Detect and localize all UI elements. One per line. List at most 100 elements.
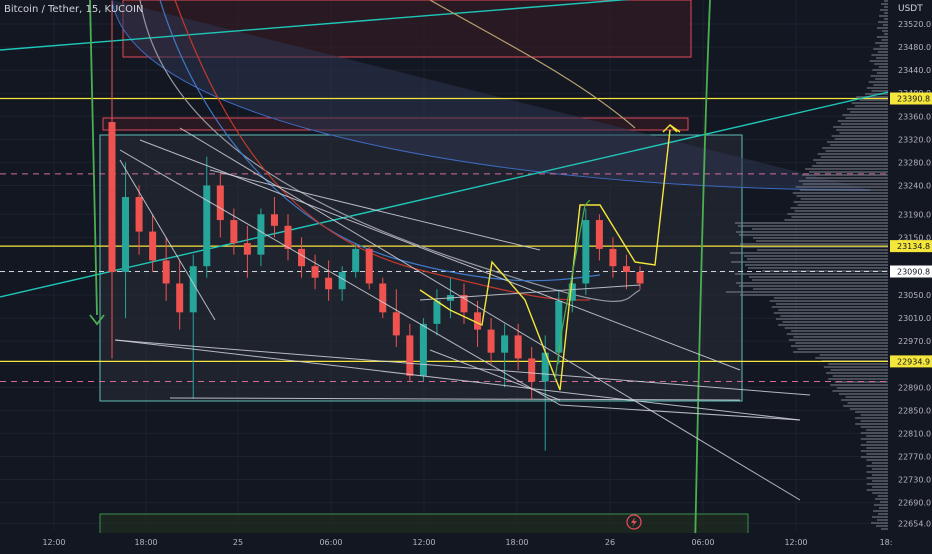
volume-bar	[847, 402, 888, 404]
drawn-trend-line[interactable]	[169, 397, 741, 401]
harmonic-pattern[interactable]	[419, 129, 671, 391]
volume-bar	[873, 510, 888, 512]
price-label-text: 23390.8	[897, 95, 930, 104]
candle-body	[257, 214, 265, 255]
volume-bar	[866, 477, 888, 479]
price-label-text: 23134.8	[897, 242, 930, 251]
volume-bar	[836, 387, 888, 389]
candle-body	[622, 266, 630, 272]
volume-bar	[870, 75, 888, 77]
drawn-trend-line[interactable]	[119, 159, 216, 321]
x-tick-label: 18:00	[134, 538, 157, 547]
volume-bar	[832, 375, 888, 377]
volume-bar	[871, 54, 888, 56]
drawn-trend-line[interactable]	[114, 339, 811, 396]
volume-bar	[868, 81, 888, 83]
volume-bar	[812, 165, 888, 167]
volume-bar	[866, 435, 888, 437]
target-arrow	[662, 124, 681, 133]
candle-body	[311, 266, 319, 278]
volume-bar	[851, 102, 888, 104]
candle-body	[162, 260, 170, 284]
x-tick-label: 12:00	[42, 538, 65, 547]
drawn-trend-line[interactable]	[419, 284, 641, 301]
volume-bar	[817, 153, 888, 155]
drawn-trend-line[interactable]	[179, 127, 801, 501]
volume-bar	[840, 123, 888, 125]
y-tick-label: 23440.0	[898, 66, 931, 75]
x-tick-label: 18:	[880, 538, 893, 547]
drawn-trend-line[interactable]	[114, 339, 801, 421]
volume-bar	[791, 330, 888, 332]
trend-line[interactable]	[0, 0, 932, 51]
volume-bar	[799, 189, 888, 191]
volume-bar	[884, 6, 888, 8]
volume-bar	[860, 450, 888, 452]
volume-bar	[866, 447, 888, 449]
volume-bar	[879, 15, 888, 17]
volume-bar	[820, 156, 888, 158]
volume-bar	[878, 66, 888, 68]
price-label-layer: 23390.8 23134.8 23090.8 22934.9	[890, 92, 932, 368]
y-tick-label: 22730.0	[898, 476, 931, 485]
volume-bar	[875, 42, 888, 44]
y-tick-label: 22810.0	[898, 429, 931, 438]
candle-body	[501, 335, 509, 353]
y-tick-label: 23520.0	[898, 20, 931, 29]
volume-bar	[871, 468, 888, 470]
y-tick-label: 23480.0	[898, 43, 931, 52]
y-tick-label: 23050.0	[898, 291, 931, 300]
volume-bar	[735, 273, 888, 275]
y-tick-label: 23150.0	[898, 233, 931, 242]
volume-bar	[801, 174, 888, 176]
candle-body	[595, 220, 603, 249]
x-tick-label: 25	[233, 538, 243, 547]
volume-bar	[793, 351, 888, 353]
drawn-trend-line[interactable]	[139, 139, 741, 371]
volume-bar	[839, 132, 888, 134]
volume-bar	[730, 252, 888, 254]
volume-bar	[871, 90, 888, 92]
drawn-trend-line[interactable]	[209, 169, 541, 251]
volume-bar	[731, 261, 888, 263]
volume-bar	[784, 219, 888, 221]
volume-bar	[802, 183, 888, 185]
candle-body	[284, 225, 292, 249]
y-tick-label: 23240.0	[898, 181, 931, 190]
volume-bar	[823, 366, 888, 368]
candle-body	[135, 196, 143, 232]
trend-line[interactable]	[0, 81, 932, 298]
volume-bar	[879, 507, 888, 509]
volume-bar	[782, 321, 888, 323]
volume-bar	[752, 279, 888, 281]
volume-bar	[866, 465, 888, 467]
volume-bar	[860, 444, 888, 446]
time-axis[interactable]: 12:00 18:00 25 06:00 12:00 18:00 26 06:00 12:00 1…	[0, 533, 932, 550]
volume-bar	[880, 501, 888, 503]
drawn-trend-line[interactable]	[429, 349, 561, 401]
lightning-icon[interactable]	[626, 514, 642, 530]
y-tick-label: 22850.0	[898, 406, 931, 415]
volume-bar	[834, 138, 888, 140]
candle-body	[270, 214, 278, 226]
price-label-box	[890, 355, 932, 368]
volume-bar	[825, 150, 888, 152]
drawn-trend-line[interactable]	[559, 404, 801, 421]
volume-bar	[860, 432, 888, 434]
candle-body	[122, 196, 130, 272]
volume-bar	[845, 396, 888, 398]
x-tick-label: 18:00	[505, 538, 528, 547]
volume-bar	[874, 504, 888, 506]
volume-bar	[774, 297, 888, 299]
candle-body	[176, 283, 184, 313]
volume-bar	[860, 414, 888, 416]
volume-bar	[826, 372, 888, 374]
volume-bar	[849, 408, 888, 410]
moving-average-red	[174, 0, 591, 301]
volume-bar	[793, 336, 888, 338]
drawn-trend-line[interactable]	[119, 149, 561, 406]
y-tick-label: 22654.0	[898, 519, 931, 528]
candle-body	[338, 271, 346, 290]
